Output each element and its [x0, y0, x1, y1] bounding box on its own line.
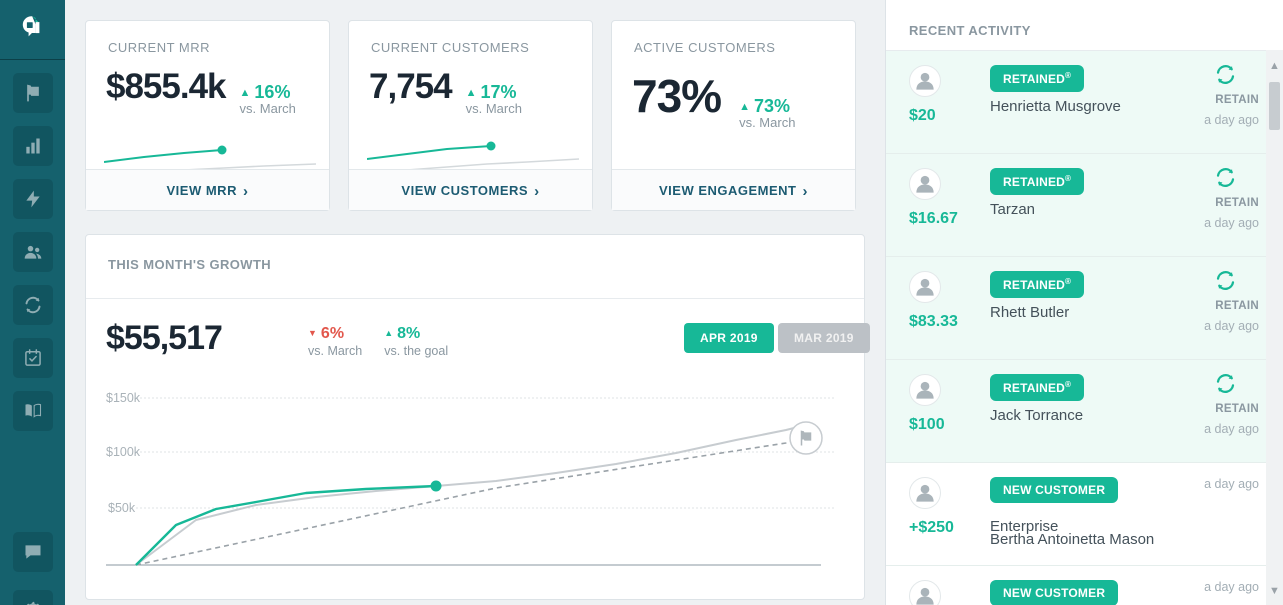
svg-text:$50k: $50k: [108, 501, 136, 515]
svg-text:$100k: $100k: [106, 445, 141, 459]
svg-text:$150k: $150k: [106, 391, 141, 405]
